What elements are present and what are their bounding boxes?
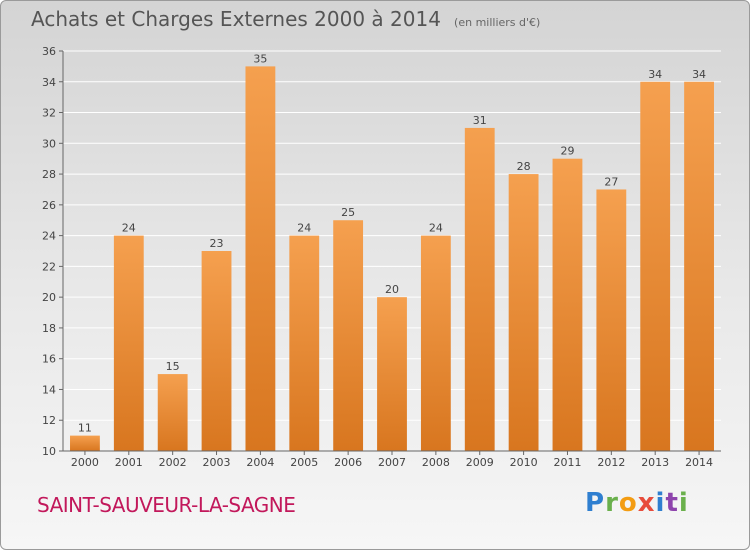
bar-value-label: 23 [210, 237, 224, 250]
x-tick-label: 2011 [553, 456, 581, 469]
bar [596, 189, 627, 451]
x-tick-label: 2014 [685, 456, 713, 469]
bar-value-label: 24 [429, 222, 443, 235]
x-tick-label: 2001 [115, 456, 143, 469]
bar [552, 158, 583, 451]
chart-subtitle: (en milliers d'€) [454, 16, 541, 29]
y-tick-label: 18 [42, 322, 56, 335]
x-tick-label: 2009 [466, 456, 494, 469]
bar-value-label: 28 [517, 160, 531, 173]
y-tick-label: 20 [42, 291, 56, 304]
x-tick-label: 2005 [290, 456, 318, 469]
chart-title: Achats et Charges Externes 2000 à 2014 [31, 7, 441, 31]
bar [420, 235, 451, 451]
bar [377, 297, 407, 451]
bar-value-label: 24 [297, 222, 311, 235]
bar [508, 174, 539, 452]
x-tick-label: 2010 [510, 456, 538, 469]
x-tick-label: 2007 [378, 456, 406, 469]
bar-value-label: 27 [604, 175, 618, 188]
bar-value-label: 34 [648, 68, 662, 81]
bar [684, 81, 714, 452]
chart-title-block: Achats et Charges Externes 2000 à 2014 (… [31, 7, 540, 31]
bar [289, 235, 320, 451]
y-tick-label: 16 [42, 353, 56, 366]
x-tick-label: 2002 [159, 456, 187, 469]
bar [113, 235, 144, 451]
bar [245, 66, 276, 451]
x-tick-label: 2003 [203, 456, 231, 469]
y-tick-label: 26 [42, 199, 56, 212]
y-tick-label: 12 [42, 414, 56, 427]
commune-name: SAINT-SAUVEUR-LA-SAGNE [37, 493, 296, 517]
bar-value-label: 20 [385, 283, 399, 296]
bar [464, 127, 495, 451]
bar [70, 435, 100, 451]
bar [333, 220, 364, 451]
x-tick-label: 2013 [641, 456, 669, 469]
bar [157, 374, 188, 451]
y-tick-label: 32 [42, 107, 56, 120]
bar [640, 81, 671, 452]
bar-value-label: 15 [166, 360, 180, 373]
y-tick-label: 36 [42, 45, 56, 58]
y-tick-label: 28 [42, 168, 56, 181]
y-tick-label: 34 [42, 76, 56, 89]
bar-value-label: 24 [122, 222, 136, 235]
bar [201, 251, 232, 451]
y-tick-label: 14 [42, 383, 56, 396]
x-tick-label: 2008 [422, 456, 450, 469]
bar-value-label: 31 [473, 114, 487, 127]
y-tick-label: 10 [42, 445, 56, 458]
proxiti-logo: Proxiti [585, 488, 689, 518]
y-tick-label: 30 [42, 137, 56, 150]
x-tick-label: 2000 [71, 456, 99, 469]
x-tick-label: 2004 [246, 456, 274, 469]
bar-value-label: 34 [692, 68, 706, 81]
bar-value-label: 25 [341, 206, 355, 219]
y-tick-label: 22 [42, 260, 56, 273]
bar-value-label: 35 [253, 52, 267, 65]
bar-value-label: 29 [560, 145, 574, 158]
x-tick-label: 2012 [597, 456, 625, 469]
y-tick-label: 24 [42, 230, 56, 243]
x-tick-label: 2006 [334, 456, 362, 469]
bar-value-label: 11 [78, 422, 92, 435]
